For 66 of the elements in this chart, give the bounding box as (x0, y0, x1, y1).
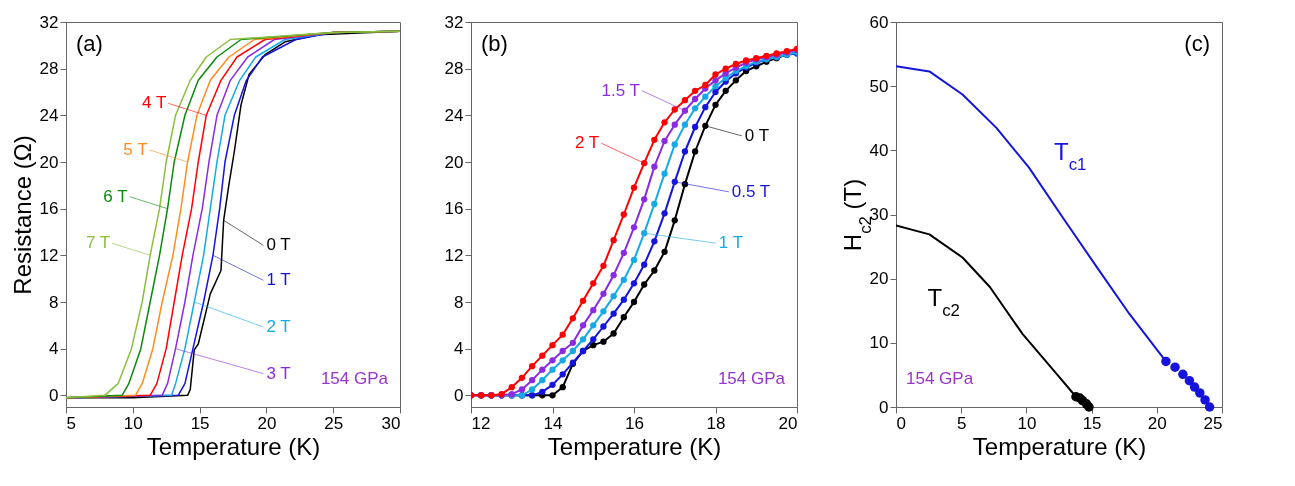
x-axis-title: Temperature (K) (146, 432, 321, 460)
y-tick-label: 60 (869, 12, 889, 32)
y-tick-label: 12 (39, 245, 59, 265)
x-tick-label: 18 (706, 413, 726, 433)
annotation: (b) (481, 31, 508, 56)
series-label: T$_{c1}$ (1054, 137, 1087, 174)
y-tick-label: 4 (49, 339, 59, 359)
x-tick-label: 20 (257, 413, 277, 433)
y-tick-label: 24 (444, 105, 464, 125)
y-tick-label: 20 (869, 269, 889, 289)
legend-label: 0 T (744, 125, 770, 145)
y-tick-label: 50 (869, 76, 889, 96)
y-tick-label: 4 (454, 339, 464, 359)
annotation: 154 GPa (320, 369, 389, 388)
x-tick-label: 10 (1017, 413, 1037, 433)
x-tick-label: 15 (190, 413, 210, 433)
x-tick-label: 20 (1147, 413, 1167, 433)
text: 1 T (266, 270, 291, 290)
y-tick-label: 8 (49, 292, 59, 312)
y-tick-label: 0 (879, 397, 889, 417)
x-tick-label: 25 (1203, 413, 1223, 433)
y-tick-label: 8 (454, 292, 464, 312)
x-tick-label: 10 (123, 413, 143, 433)
y-axis-title: Resistance (Ω) (8, 135, 36, 295)
annotation: 154 GPa (717, 369, 786, 388)
text: 1.5 T (601, 80, 640, 100)
legend-label: 6 T (103, 186, 128, 206)
legend-label: 1 T (718, 233, 744, 253)
y-tick-label: 10 (869, 333, 889, 353)
text: 2 T (574, 133, 600, 153)
annotation: (c) (1184, 31, 1210, 56)
x-tick-label: 5 (956, 413, 967, 433)
x-axis-title: Temperature (K) (547, 432, 722, 460)
legend-label: 7 T (85, 233, 111, 253)
legend-label: 5 T (123, 140, 148, 159)
annotation: 154 GPa (906, 369, 974, 388)
text: 3 T (266, 363, 291, 383)
text: 0 T (266, 235, 291, 255)
x-tick-label: 12 (471, 413, 491, 433)
y-tick-label: 40 (869, 140, 889, 160)
y-tick-label: 32 (39, 12, 59, 32)
y-tick-label: 28 (444, 59, 464, 79)
text: 2 T (266, 317, 291, 336)
x-tick-label: 0 (896, 413, 906, 433)
y-tick-label: 12 (444, 245, 464, 265)
annotation: (a) (76, 31, 103, 56)
y-tick-label: 0 (454, 385, 464, 405)
x-tick-label: 25 (324, 413, 344, 433)
legend-label: 4 T (142, 93, 167, 113)
y-tick-label: 0 (49, 385, 59, 405)
x-tick-label: 5 (66, 413, 76, 433)
y-tick-label: 28 (39, 59, 59, 79)
y-tick-label: 16 (39, 199, 59, 219)
x-tick-label: 30 (381, 413, 401, 433)
series-label: T$_{c2}$ (927, 284, 960, 320)
x-axis-title: Temperature (K) (972, 432, 1147, 460)
y-tick-label: 24 (39, 105, 59, 125)
y-tick-label: 20 (39, 152, 59, 172)
x-tick-label: 16 (625, 413, 644, 433)
x-tick-label: 20 (778, 413, 798, 433)
legend-label: 0.5 T (731, 181, 771, 201)
y-tick-label: 32 (444, 12, 464, 32)
x-tick-label: 14 (543, 413, 563, 433)
y-tick-label: 16 (444, 199, 464, 219)
x-tick-label: 15 (1082, 413, 1102, 433)
y-tick-label: 20 (444, 152, 464, 172)
